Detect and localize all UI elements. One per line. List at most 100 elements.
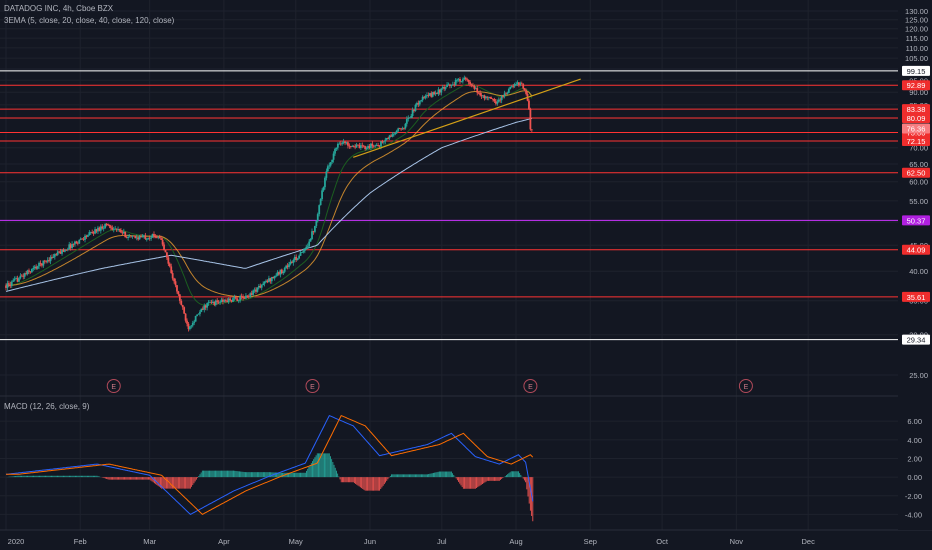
candle-body (256, 287, 259, 292)
candle-body (520, 83, 523, 85)
ema-legend: 3EMA (5, close, 20, close, 40, close, 12… (4, 16, 175, 25)
candle-body (367, 146, 369, 149)
candle-body (104, 224, 107, 228)
candle-body (92, 232, 95, 234)
candle-body (18, 278, 20, 282)
candle-body (122, 231, 125, 234)
candles (5, 75, 533, 332)
candle-body (414, 104, 417, 111)
candle-body (102, 227, 105, 229)
candle-body (206, 303, 209, 308)
candle-body (428, 93, 431, 96)
candle-body (451, 84, 454, 86)
level-badge (902, 334, 930, 345)
time-tick-label: May (289, 537, 303, 546)
candle-body (190, 325, 193, 327)
time-tick-label: Dec (801, 537, 815, 546)
candle-body (76, 242, 79, 244)
candle-body (55, 254, 58, 256)
candle-body (167, 257, 170, 264)
candle-body (48, 260, 51, 262)
candle-body (239, 296, 242, 301)
candle-body (364, 146, 367, 150)
candle-body (143, 235, 145, 237)
candle-body (285, 265, 288, 269)
candle-body (454, 79, 457, 86)
candle-body (166, 252, 168, 258)
candle-body (447, 84, 450, 86)
price-tick-label: 110.00 (906, 44, 928, 53)
candle-body (114, 228, 117, 230)
candle-body (410, 115, 413, 118)
candle-body (252, 290, 255, 295)
candle-body (335, 147, 338, 149)
candle-body (33, 266, 36, 268)
signal-line (6, 414, 534, 516)
candle-body (313, 225, 316, 232)
level-badge-label: 83.38 (907, 105, 926, 114)
candle-body (134, 236, 137, 239)
price-tick-label: 90.00 (909, 88, 928, 97)
candle-body (242, 297, 244, 299)
candle-body (388, 135, 391, 139)
candle-body (154, 235, 157, 238)
candle-body (62, 249, 65, 252)
candle-body (474, 88, 477, 89)
candle-body (75, 241, 78, 243)
candle-body (275, 275, 278, 277)
trendline (353, 78, 581, 158)
candle-body (431, 92, 434, 97)
candle-body (210, 302, 213, 304)
price-tick-label: 125.00 (905, 16, 928, 25)
candle-body (216, 300, 219, 302)
candle-body (12, 280, 15, 282)
candle-body (430, 93, 433, 97)
candle-body (331, 159, 334, 163)
candle-body (407, 118, 410, 120)
candle-body (342, 141, 345, 143)
candle-body (449, 84, 451, 87)
candle-body (82, 238, 85, 240)
candle-body (484, 96, 487, 99)
candle-body (497, 99, 500, 102)
candle-body (23, 273, 26, 277)
candle-body (365, 148, 368, 150)
time-tick-label: 2020 (8, 537, 25, 546)
candle-body (500, 96, 503, 101)
candle-body (245, 295, 247, 299)
candle-body (138, 236, 141, 240)
candle-body (324, 177, 326, 188)
candle-body (19, 275, 22, 279)
price-tick-label: 40.00 (909, 267, 928, 276)
level-badge (902, 112, 930, 123)
candle-body (339, 143, 342, 145)
candle-body (461, 79, 464, 82)
candle-body (516, 82, 519, 85)
candle-body (344, 141, 346, 144)
candle-body (276, 272, 279, 276)
candle-body (328, 165, 331, 167)
candle-body (13, 278, 16, 281)
candle-body (467, 80, 470, 82)
candle-body (404, 123, 407, 129)
candle-body (380, 141, 382, 147)
candle-body (381, 141, 384, 143)
level-badge (902, 65, 930, 76)
candle-body (236, 298, 239, 302)
candle-body (394, 132, 397, 134)
candle-body (174, 281, 177, 286)
candle-body (493, 99, 496, 102)
level-badge-label: 99.15 (907, 67, 926, 76)
candle-body (463, 77, 466, 80)
candle-body (148, 237, 151, 239)
candle-body (519, 83, 522, 85)
candle-body (403, 128, 405, 130)
candle-body (56, 251, 59, 255)
candle-body (247, 296, 250, 298)
candle-body (7, 283, 10, 285)
candle-body (289, 261, 292, 265)
candle-body (250, 293, 253, 295)
candle-body (318, 205, 321, 215)
candle-body (292, 260, 295, 263)
